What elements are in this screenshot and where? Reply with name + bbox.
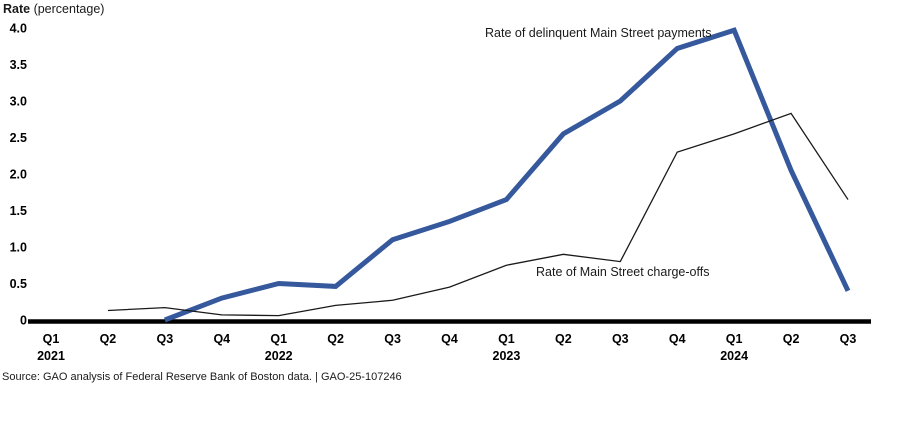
y-axis-title-rest: (percentage) (30, 2, 105, 16)
year-label: 2024 (720, 349, 748, 363)
y-tick-label: 1.0 (10, 241, 27, 255)
y-tick-label: 4.0 (10, 22, 27, 36)
y-axis-title-bold: Rate (3, 2, 31, 16)
x-tick-label: Q3 (384, 332, 401, 346)
y-tick-label: 2.0 (10, 168, 27, 182)
x-tick-label: Q4 (213, 332, 230, 346)
x-tick-label: Q2 (555, 332, 572, 346)
x-tick-label: Q1 (726, 332, 743, 346)
x-tick-label: Q3 (612, 332, 629, 346)
chargeoffs-line (107, 112, 849, 317)
y-tick-label: 2.5 (10, 131, 27, 145)
x-tick-label: Q4 (441, 332, 458, 346)
year-label: 2022 (265, 349, 293, 363)
delinquent-series-label: Rate of delinquent Main Street payments (485, 26, 712, 40)
chargeoffs-series-label: Rate of Main Street charge-offs (536, 265, 710, 279)
x-tick-label: Q1 (43, 332, 60, 346)
x-tick-label: Q4 (669, 332, 686, 346)
year-label: 2023 (493, 349, 521, 363)
y-tick-label: 0.5 (10, 277, 27, 291)
year-label: 2021 (37, 349, 65, 363)
x-tick-label: Q3 (157, 332, 174, 346)
y-tick-label: 0 (20, 314, 27, 328)
x-tick-label: Q1 (498, 332, 515, 346)
y-tick-label: 1.5 (10, 204, 27, 218)
x-tick-label: Q2 (100, 332, 117, 346)
x-tick-label: Q1 (270, 332, 287, 346)
x-tick-label: Q2 (327, 332, 344, 346)
y-tick-label: 3.5 (10, 58, 27, 72)
delinquent-payments-line (163, 27, 851, 323)
x-tick-label: Q3 (840, 332, 857, 346)
y-tick-label: 3.0 (10, 95, 27, 109)
x-tick-label: Q2 (783, 332, 800, 346)
y-axis-title: Rate (percentage) (3, 2, 104, 16)
source-note: Source: GAO analysis of Federal Reserve … (2, 371, 402, 383)
